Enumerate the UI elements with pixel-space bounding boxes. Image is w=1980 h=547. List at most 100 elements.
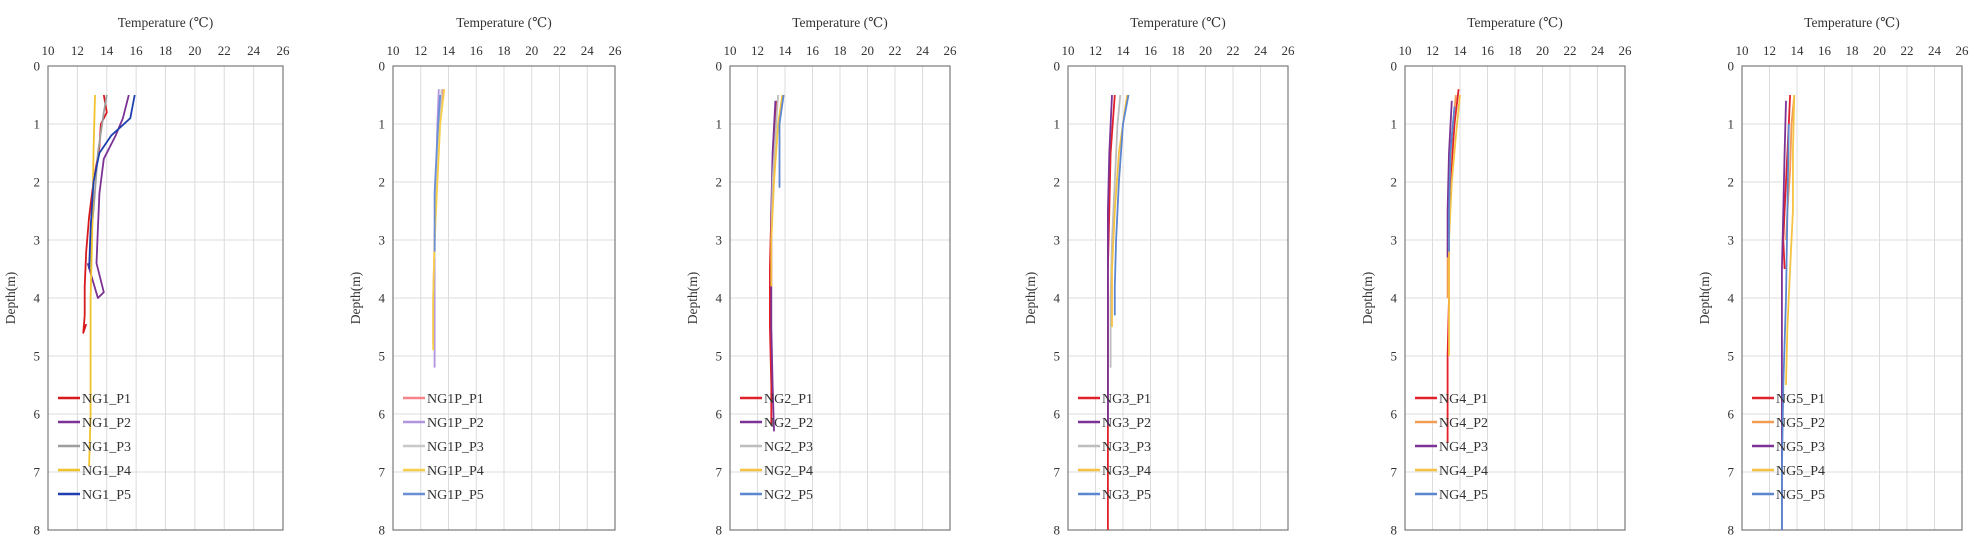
y-axis-title: Depth(m) [348,272,363,324]
y-tick-label: 8 [34,523,41,538]
y-tick-label: 0 [379,59,386,74]
x-tick-label: 18 [498,43,511,58]
x-axis-title: Temperature (℃) [1467,15,1562,30]
x-tick-label: 20 [188,43,201,58]
series-line-ng4-p3 [1446,100,1453,258]
y-tick-label: 4 [1728,291,1735,306]
legend-label: NG1P_P3 [427,440,484,455]
legend-label: NG1P_P1 [427,392,484,407]
y-tick-label: 6 [34,407,41,422]
y-tick-label: 0 [716,59,723,74]
y-axis-title: Depth(m) [3,272,18,324]
y-tick-label: 1 [1054,117,1061,132]
series-line-ng2-p5 [778,94,785,188]
legend-label: NG5_P3 [1776,440,1825,455]
legend-label: NG2_P4 [764,464,813,479]
legend-label: NG2_P3 [764,440,813,455]
y-tick-label: 2 [34,175,41,190]
x-tick-label: 14 [100,43,114,58]
x-tick-label: 26 [609,43,623,58]
y-tick-label: 4 [379,291,386,306]
plot-frame [1741,65,1963,531]
x-tick-label: 16 [470,43,484,58]
y-tick-label: 2 [1391,175,1398,190]
legend-label: NG5_P2 [1776,416,1825,431]
x-tick-label: 26 [944,43,958,58]
y-tick-label: 6 [1054,407,1061,422]
y-tick-label: 6 [1728,407,1735,422]
y-tick-label: 8 [716,523,723,538]
legend-label: NG1_P4 [82,464,131,479]
legend: NG2_P1 NG2_P2 NG2_P3 NG2_P4 NG2_P5 [740,392,813,503]
plot-frame [729,65,951,531]
x-tick-label: 20 [1536,43,1549,58]
x-axis-title: Temperature (℃) [792,15,887,30]
x-tick-label: 10 [42,43,55,58]
x-axis-title: Temperature (℃) [1804,15,1899,30]
y-axis-title: Depth(m) [1023,272,1038,324]
x-tick-label: 24 [1928,43,1942,58]
y-tick-label: 8 [1391,523,1398,538]
y-tick-label: 1 [379,117,386,132]
x-tick-label: 22 [1901,43,1914,58]
legend-label: NG4_P2 [1439,416,1488,431]
series-line-ng5-p5 [1781,123,1790,530]
x-tick-label: 20 [1199,43,1212,58]
legend-label: NG4_P3 [1439,440,1488,455]
x-tick-label: 16 [1481,43,1495,58]
y-tick-label: 1 [34,117,41,132]
x-tick-label: 16 [130,43,144,58]
y-tick-label: 5 [716,349,723,364]
y-tick-label: 3 [34,233,41,248]
x-tick-label: 10 [387,43,400,58]
series-line-ng4-p4 [1448,94,1461,356]
x-tick-label: 16 [806,43,820,58]
y-tick-label: 4 [1054,291,1061,306]
x-tick-label: 22 [1227,43,1240,58]
x-tick-label: 10 [1062,43,1075,58]
x-tick-label: 12 [71,43,84,58]
x-tick-label: 24 [916,43,930,58]
legend-label: NG1P_P4 [427,464,484,479]
x-tick-label: 10 [1736,43,1749,58]
x-tick-label: 26 [277,43,291,58]
x-tick-label: 26 [1282,43,1296,58]
series-line-ng4-p5 [1448,106,1456,252]
y-tick-label: 7 [716,465,723,480]
y-tick-label: 5 [1728,349,1735,364]
y-tick-label: 6 [379,407,386,422]
x-tick-label: 22 [218,43,231,58]
y-tick-label: 7 [379,465,386,480]
x-axis-title: Temperature (℃) [1130,15,1225,30]
y-tick-label: 2 [1728,175,1735,190]
x-tick-label: 20 [861,43,874,58]
x-tick-label: 22 [1564,43,1577,58]
x-tick-label: 10 [1399,43,1412,58]
y-tick-label: 7 [1728,465,1735,480]
plot-frame [392,65,616,531]
x-tick-label: 22 [553,43,566,58]
legend-label: NG2_P1 [764,392,813,407]
y-tick-label: 7 [1054,465,1061,480]
x-tick-label: 24 [581,43,595,58]
legend-label: NG3_P1 [1102,392,1151,407]
y-tick-label: 2 [1054,175,1061,190]
plot-frame [47,65,284,531]
series-line-ng1p-p4 [432,89,446,351]
x-tick-label: 10 [724,43,737,58]
plot-frame [1067,65,1289,531]
x-tick-label: 14 [779,43,793,58]
y-tick-label: 3 [716,233,723,248]
legend-label: NG1P_P2 [427,416,484,431]
legend: NG3_P1 NG3_P2 NG3_P3 NG3_P4 NG3_P5 [1078,392,1151,503]
legend-label: NG4_P4 [1439,464,1488,479]
legend: NG5_P1 NG5_P2 NG5_P3 NG5_P4 NG5_P5 [1752,392,1825,503]
y-tick-label: 1 [1728,117,1735,132]
series-line-ng1p-p5 [433,94,442,252]
legend: NG1_P1 NG1_P2 NG1_P3 NG1_P4 NG1_P5 [58,392,131,503]
